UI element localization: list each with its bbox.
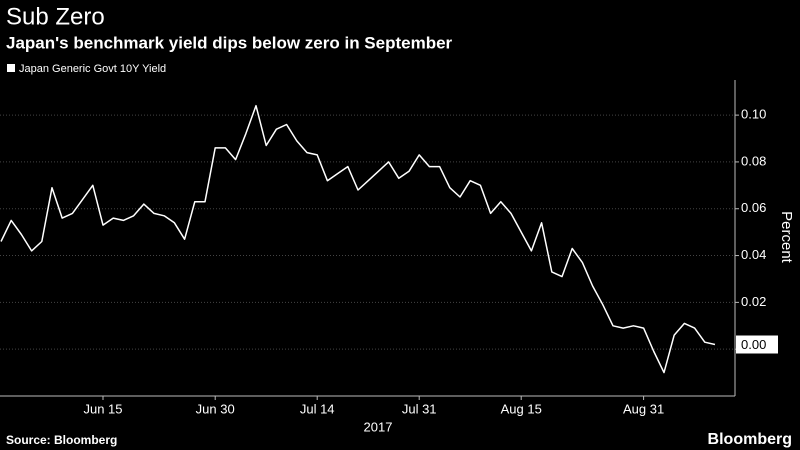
x-tick-label: Jul 14 [300, 401, 335, 416]
y-tick-label: 0.06 [741, 200, 766, 215]
x-tick-label: Jun 15 [83, 401, 122, 416]
x-tick-label: Jul 31 [402, 401, 437, 416]
y-axis-label: Percent [778, 211, 795, 264]
value-label-box [736, 335, 778, 354]
x-tick-label: Aug 31 [623, 401, 664, 416]
chart-subtitle: Japan's benchmark yield dips below zero … [6, 33, 453, 52]
brand: Bloomberg [708, 431, 792, 448]
x-tick-label: Jun 30 [196, 401, 235, 416]
source: Source: Bloomberg [6, 433, 117, 447]
x-axis-label: 2017 [364, 419, 393, 434]
value-label: 0.00 [741, 337, 766, 352]
x-tick-label: Aug 15 [501, 401, 542, 416]
line-series [0, 104, 716, 374]
y-tick-label: 0.10 [741, 107, 766, 122]
chart-title: Sub Zero [6, 3, 105, 30]
legend-label: Japan Generic Govt 10Y Yield [19, 63, 166, 75]
legend-swatch [7, 64, 15, 72]
y-tick-label: 0.04 [741, 247, 766, 262]
y-tick-label: 0.08 [741, 153, 766, 168]
y-tick-label: 0.02 [741, 294, 766, 309]
